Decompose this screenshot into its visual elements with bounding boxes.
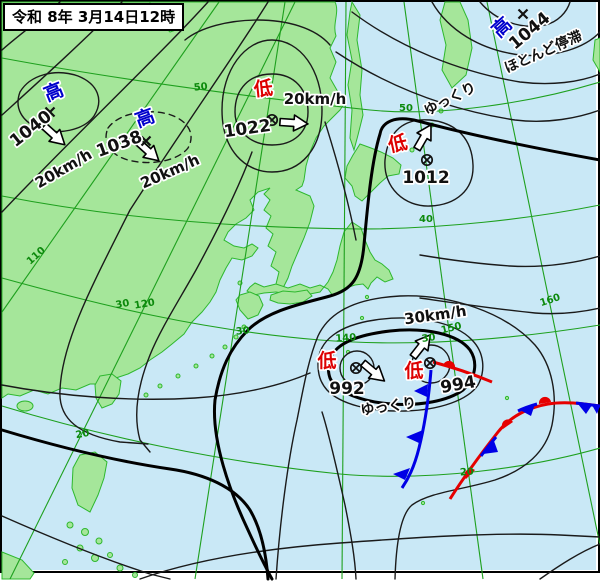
ryukyu-islands	[143, 324, 247, 398]
parallel-20	[1, 405, 600, 477]
parallel-30	[1, 277, 600, 344]
isobar	[351, 11, 600, 85]
high-center-x-1040	[44, 106, 56, 118]
isobar	[321, 411, 357, 580]
isobar	[539, 543, 600, 580]
pressure-value-992: 992	[329, 379, 365, 399]
isobar-1022-ring	[234, 73, 309, 146]
warm-front-semicircle	[443, 360, 456, 368]
arrow-high-1040	[40, 122, 66, 146]
parallel-40	[1, 195, 600, 230]
meridian-110	[1, 1, 220, 313]
isobar	[317, 317, 484, 412]
isobar	[184, 19, 331, 46]
isobar	[59, 1, 269, 445]
low-center-mark-994	[423, 356, 437, 370]
low-center-mark-1022	[265, 113, 279, 127]
isobar-thick-low-cell	[327, 328, 477, 406]
lon-label-120: 120	[133, 297, 156, 311]
speed-label-1022: 20km/h	[284, 90, 347, 108]
land-kyushu	[235, 291, 264, 320]
high-center-x-1038	[140, 135, 152, 147]
arrow-low-994	[409, 334, 432, 360]
izu-ogasawara-islands	[345, 294, 510, 506]
graticule-labels: 50 50 40 110 30 120 30 140 30 150 160 20…	[25, 81, 562, 478]
title-box: 令和 8年 3月14日12時	[3, 3, 185, 31]
meridian-160	[486, 1, 600, 546]
lat-label-20: 20	[75, 428, 91, 441]
low-kanji-994: 低	[403, 359, 423, 382]
date-title: 令和 8年 3月14日12時	[12, 8, 176, 26]
pressure-value-1012: 1012	[402, 168, 449, 188]
isobar-1040-cell	[17, 72, 100, 133]
isobar	[335, 51, 600, 122]
isobar-thick-south	[0, 428, 270, 581]
arrow-low-992	[359, 359, 386, 382]
isobar-1022-outer	[221, 39, 323, 173]
land-shikoku	[269, 289, 313, 305]
isobar	[419, 254, 600, 268]
arrow-low-1022	[278, 114, 309, 132]
cold-front-triangles	[393, 384, 428, 480]
isobar-1038-cell	[105, 111, 192, 164]
land-taiwan	[94, 373, 122, 409]
isobar	[419, 297, 600, 315]
low-kanji-992: 低	[316, 349, 336, 372]
lat-label-20: 20	[459, 467, 474, 479]
arrow-low-1012	[413, 123, 432, 152]
lat-label-30: 30	[235, 325, 250, 337]
isobar	[431, 1, 600, 57]
lon-label-150: 150	[440, 321, 463, 337]
isobar-thick-layer	[0, 117, 600, 581]
lat-label-30: 30	[115, 298, 131, 311]
movement-arrows	[40, 114, 432, 382]
land-hainan	[16, 400, 34, 412]
low-center-mark-992	[349, 361, 363, 375]
lat-label-40: 40	[419, 214, 433, 225]
low-kanji-1022: 低	[252, 76, 274, 101]
lat-label-50: 50	[399, 103, 413, 114]
high-center-x-1044	[517, 8, 529, 20]
center-marks	[44, 8, 529, 375]
stationary-front-triangles	[483, 404, 600, 454]
isobar	[136, 151, 253, 453]
isobar	[1, 1, 209, 213]
land-asia	[1, 1, 345, 399]
meridian-150	[403, 1, 484, 580]
lat-label-50: 50	[193, 81, 208, 93]
isobar-1012-ring	[384, 119, 474, 207]
cold-front	[400, 369, 433, 489]
lat-label-30: 30	[421, 332, 436, 345]
isobar-1044-ring	[479, 1, 571, 27]
lon-label-140: 140	[335, 332, 357, 344]
land-sakhalin	[346, 0, 364, 152]
isobar	[275, 295, 555, 580]
front-layer	[393, 360, 600, 500]
isobar	[139, 533, 600, 580]
low-center-mark-1012	[420, 153, 434, 167]
meridian-120	[9, 1, 296, 580]
warm-front	[432, 360, 493, 384]
parallel-50	[1, 57, 600, 113]
land-edge-island	[592, 37, 600, 73]
stationary-front-semicircles	[464, 396, 551, 479]
isobar	[1, 372, 311, 400]
land-borneo-corner	[1, 551, 35, 580]
isobar	[324, 121, 357, 241]
isobar-thick-trough	[212, 117, 600, 581]
isobar	[1, 515, 171, 580]
